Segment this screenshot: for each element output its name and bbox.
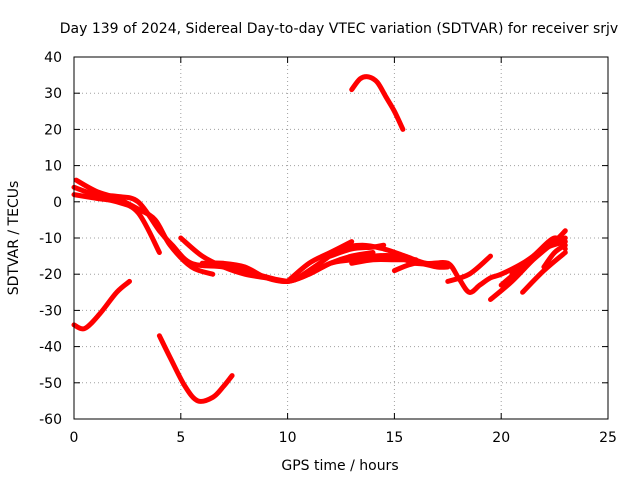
y-axis-title: SDTVAR / TECUs <box>6 181 22 296</box>
series-line-arc-2 <box>71 192 162 255</box>
x-tick-label: 10 <box>279 430 297 446</box>
x-tick-labels: 0 5 10 15 20 25 <box>70 430 617 446</box>
series-line-arc-4 <box>71 278 132 332</box>
y-tick-label: -50 <box>39 376 62 392</box>
x-tick-label: 20 <box>492 430 510 446</box>
x-tick-label: 0 <box>70 430 79 446</box>
x-axis-title: GPS time / hours <box>281 458 398 474</box>
y-tick-label: -20 <box>39 267 62 283</box>
series-line-arc-13 <box>391 260 451 274</box>
series-layer <box>71 74 568 404</box>
y-tick-label: 0 <box>53 195 62 211</box>
y-tick-labels: -60 -50 -40 -30 -20 -10 0 10 20 30 40 <box>39 50 62 428</box>
series-line-arc-10 <box>327 242 387 259</box>
axis-ticks <box>73 56 609 420</box>
y-tick-label: 20 <box>44 122 62 138</box>
series-line-arc-11 <box>349 256 419 266</box>
y-tick-label: -30 <box>39 303 62 319</box>
series-line-arc-12 <box>349 74 406 132</box>
y-tick-label: -10 <box>39 231 62 247</box>
x-tick-label: 5 <box>176 430 185 446</box>
series-line-arc-9 <box>285 239 355 284</box>
series-line-arc-5 <box>156 333 235 404</box>
series-line-arc-14 <box>445 253 493 284</box>
series-line-arc-8 <box>295 235 568 295</box>
series-line-arc-19 <box>541 242 568 270</box>
y-tick-label: -60 <box>39 412 62 428</box>
series-line-arc-17 <box>509 235 568 277</box>
x-tick-label: 15 <box>385 430 403 446</box>
y-tick-label: 30 <box>44 86 62 102</box>
series-line-arc-3 <box>73 177 216 277</box>
series-line-arc-18 <box>520 250 568 295</box>
x-tick-label: 25 <box>599 430 617 446</box>
y-tick-label: 10 <box>44 159 62 175</box>
chart-title: Day 139 of 2024, Sidereal Day-to-day VTE… <box>60 21 618 37</box>
y-tick-label: 40 <box>44 50 62 66</box>
y-tick-label: -40 <box>39 340 62 356</box>
